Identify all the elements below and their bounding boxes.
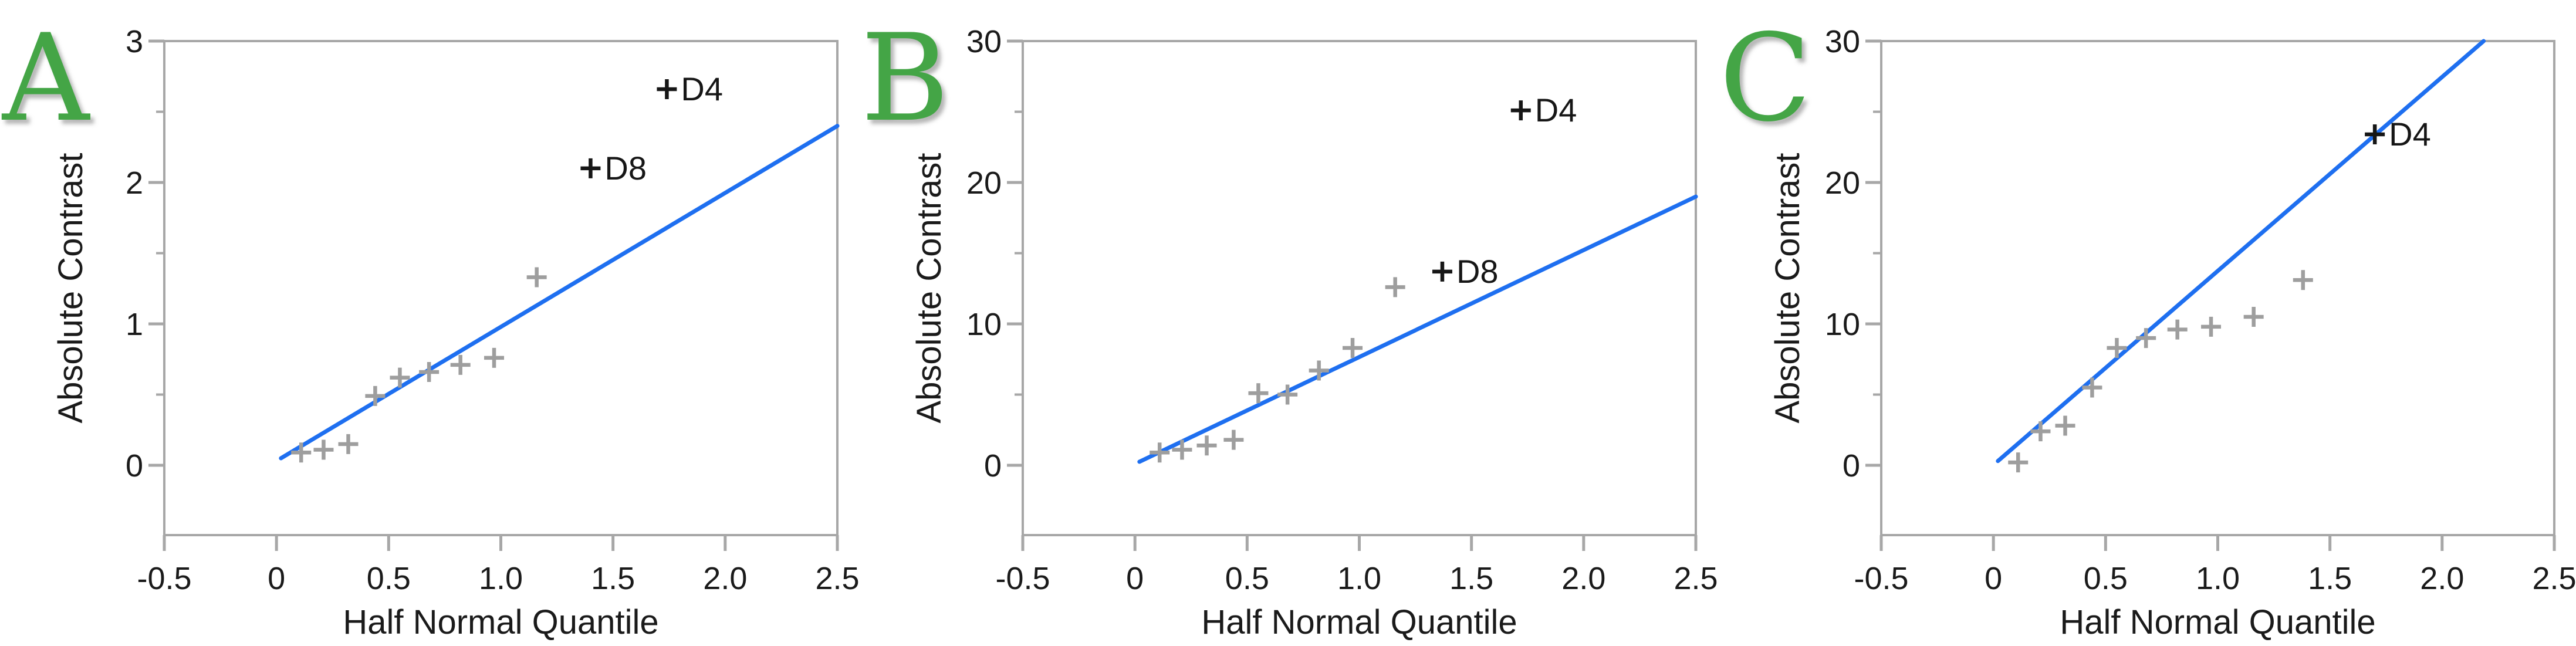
- data-point-marker: [2243, 306, 2264, 327]
- plot-frame: [163, 40, 839, 536]
- y-tick-label: 0: [1843, 448, 1860, 483]
- outlier-point-marker: [2365, 124, 2385, 145]
- fit-line: [1137, 194, 1698, 464]
- x-tick-label: 1.0: [2196, 561, 2240, 596]
- y-tick-label: 1: [126, 307, 143, 342]
- x-tick-label: -0.5: [137, 561, 191, 596]
- x-tick-label: 0: [1985, 561, 2002, 596]
- data-point-marker: [1150, 442, 1170, 463]
- data-point-marker: [365, 385, 386, 406]
- data-point-marker: [1223, 429, 1244, 450]
- outlier-point-marker: [1432, 261, 1452, 282]
- outlier-point-marker: [657, 79, 677, 99]
- outlier-label: D4: [2389, 116, 2431, 153]
- y-tick-label: 10: [966, 307, 1002, 342]
- y-tick-label: 3: [126, 24, 143, 59]
- data-point-marker: [313, 439, 334, 460]
- panel-b: -0.5 0 0.5 1.0 1.5 2.0 2.5 0 10 20 30 D8 D4 Half Norm…: [858, 0, 1717, 646]
- data-point-marker: [291, 442, 312, 463]
- panel-label-c: C: [1719, 9, 1811, 148]
- y-tick-label: 2: [126, 165, 143, 201]
- half-normal-plot-c: -0.5 0 0.5 1.0 1.5 2.0 2.5 0 10 20 30 D4 Half Normal…: [1769, 24, 2575, 641]
- y-axis-title: Absolute Contrast: [910, 153, 948, 423]
- data-point-marker: [484, 347, 505, 368]
- x-tick-label: -0.5: [995, 561, 1050, 596]
- x-tick-label: 2.0: [703, 561, 747, 596]
- x-tick-label: 0.5: [367, 561, 411, 596]
- y-axis-title: Absolute Contrast: [1769, 153, 1807, 423]
- x-tick-label: 1.5: [591, 561, 635, 596]
- fit-line: [279, 124, 840, 461]
- outlier-point-marker: [1510, 100, 1531, 121]
- y-tick-label: 0: [126, 448, 143, 483]
- panel-label-a: A: [2, 9, 90, 148]
- x-tick-label: 2.5: [1674, 561, 1717, 596]
- data-point-marker: [1172, 439, 1192, 460]
- plot-frame: [1022, 40, 1697, 536]
- data-point-marker: [1385, 277, 1405, 297]
- panel-label-b: B: [861, 9, 949, 148]
- outlier-point-marker: [580, 158, 601, 178]
- x-tick-label: -0.5: [1854, 561, 1908, 596]
- x-tick-label: 1.0: [479, 561, 523, 596]
- outlier-label: D8: [604, 150, 647, 187]
- x-tick-label: 2.0: [1561, 561, 1605, 596]
- data-point-marker: [338, 434, 359, 454]
- x-axis-title: Half Normal Quantile: [343, 603, 658, 641]
- data-point-marker: [2030, 421, 2051, 442]
- y-tick-label: 10: [1825, 307, 1860, 342]
- y-tick-label: 30: [1825, 24, 1860, 59]
- x-tick-label: 1.5: [1449, 561, 1493, 596]
- data-point-marker: [1196, 435, 1217, 456]
- data-point-marker: [450, 354, 471, 375]
- data-point-marker: [2136, 328, 2156, 349]
- data-point-marker: [2082, 377, 2102, 398]
- y-tick-label: 20: [966, 165, 1002, 201]
- data-point-marker: [1277, 384, 1298, 405]
- data-point-marker: [2008, 452, 2029, 473]
- outlier-label: D4: [681, 70, 723, 107]
- data-point-marker: [1248, 383, 1269, 404]
- data-point-marker: [2201, 316, 2222, 337]
- x-axis-title: Half Normal Quantile: [2060, 603, 2375, 641]
- x-tick-label: 0: [1126, 561, 1144, 596]
- data-point-marker: [2167, 319, 2188, 340]
- panel-c: -0.5 0 0.5 1.0 1.5 2.0 2.5 0 10 20 30 D4 Half Normal…: [1717, 0, 2575, 646]
- y-tick-label: 20: [1825, 165, 1860, 201]
- x-tick-label: 0.5: [2084, 561, 2128, 596]
- data-point-marker: [526, 267, 547, 288]
- y-axis-title: Absolute Contrast: [52, 153, 90, 423]
- fit-line: [1996, 39, 2486, 464]
- half-normal-plot-a: -0.5 0 0.5 1.0 1.5 2.0 2.5 0 1 2 3 D8 D4 Half Normal …: [52, 24, 858, 641]
- data-point-marker: [2055, 415, 2075, 436]
- x-tick-label: 2.5: [2532, 561, 2575, 596]
- data-point-marker: [1343, 337, 1363, 358]
- data-point-marker: [2293, 270, 2313, 290]
- panel-a: -0.5 0 0.5 1.0 1.5 2.0 2.5 0 1 2 3 D8 D4 Half Normal …: [0, 0, 858, 646]
- data-point-marker: [390, 367, 410, 388]
- data-point-marker: [1309, 360, 1329, 381]
- x-axis-title: Half Normal Quantile: [1201, 603, 1517, 641]
- data-point-marker: [419, 361, 440, 382]
- outlier-label: D4: [1535, 92, 1577, 128]
- data-point-marker: [2107, 337, 2127, 358]
- x-tick-label: 2.5: [815, 561, 858, 596]
- half-normal-plot-b: -0.5 0 0.5 1.0 1.5 2.0 2.5 0 10 20 30 D8 D4 Half Norm…: [910, 24, 1717, 641]
- x-tick-label: 0: [268, 561, 285, 596]
- x-tick-label: 1.5: [2308, 561, 2352, 596]
- y-tick-label: 0: [984, 448, 1002, 483]
- y-tick-label: 30: [966, 24, 1002, 59]
- x-tick-label: 2.0: [2420, 561, 2464, 596]
- plot-frame: [1880, 40, 2555, 536]
- x-tick-label: 1.0: [1337, 561, 1381, 596]
- x-tick-label: 0.5: [1225, 561, 1269, 596]
- outlier-label: D8: [1456, 253, 1499, 290]
